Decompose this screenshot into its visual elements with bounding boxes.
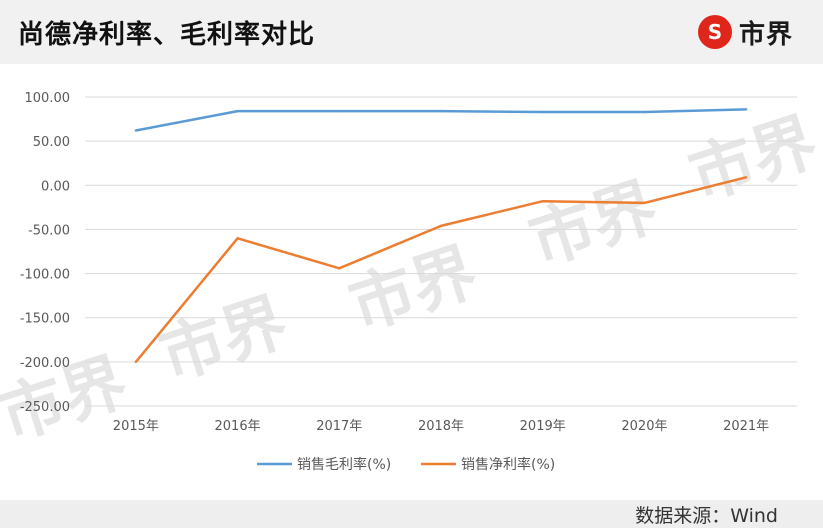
series-1-point (134, 360, 138, 364)
chart-title: 尚德净利率、毛利率对比 (18, 20, 316, 50)
watermark-3: 市界 (521, 170, 666, 280)
header-bar: 尚德净利率、毛利率对比 S 市界 (0, 0, 823, 64)
series-1-point (439, 224, 443, 228)
series-1-point (236, 237, 239, 240)
x-tick-label: 2016年 (215, 419, 261, 434)
x-tick-label: 2021年 (723, 419, 769, 434)
series-0-point (236, 109, 239, 113)
y-tick-label: -100.00 (20, 268, 70, 283)
y-tick-label: -200.00 (20, 356, 70, 371)
series-0-point (439, 109, 443, 113)
watermark-4: 市界 (681, 105, 823, 215)
y-tick-label: -250.00 (20, 400, 70, 415)
x-axis-ticks: 2015年 2016年 2017年 2018年 2019年 2020年 2021年 (113, 419, 769, 434)
series-0-point (541, 110, 544, 114)
series-0-point (643, 110, 646, 114)
y-tick-label: 0.00 (41, 179, 70, 194)
watermark-2: 市界 (341, 235, 486, 345)
x-tick-label: 2017年 (316, 419, 362, 434)
series-0-point (744, 108, 748, 111)
svg-text:S: S (708, 20, 722, 44)
logo-mark-icon: S (697, 15, 732, 49)
y-tick-label: -50.00 (28, 223, 70, 238)
series-1-point (744, 176, 748, 179)
footer-bar: 数据来源：Wind (0, 500, 823, 528)
data-source: 数据来源：Wind (635, 505, 778, 527)
series-0-point (134, 129, 138, 132)
watermark-1: 市界 (151, 285, 296, 395)
y-tick-label: -150.00 (20, 312, 70, 327)
gridlines (85, 96, 797, 407)
x-tick-label: 2020年 (621, 419, 667, 434)
y-tick-label: 100.00 (25, 91, 71, 106)
legend-label-1: 销售净利率(%) (461, 456, 555, 473)
logo-text: 市界 (738, 19, 793, 50)
series-lines (134, 108, 748, 364)
series-1-point (643, 201, 646, 205)
legend: 销售毛利率(%) 销售净利率(%) (257, 456, 555, 473)
legend-label-0: 销售毛利率(%) (297, 456, 391, 473)
x-tick-label: 2018年 (418, 419, 464, 434)
y-tick-label: 50.00 (33, 135, 70, 150)
series-1-point (338, 267, 341, 270)
brand-logo: S 市界 (697, 12, 793, 52)
series-1-point (541, 199, 544, 203)
x-tick-label: 2019年 (520, 419, 566, 434)
series-0-point (338, 109, 341, 113)
series-line-0 (135, 108, 747, 132)
y-axis-ticks: 100.00 50.00 0.00 -50.00 -100.00 -150.00 -200.… (20, 91, 70, 415)
x-tick-label: 2015年 (113, 419, 159, 434)
